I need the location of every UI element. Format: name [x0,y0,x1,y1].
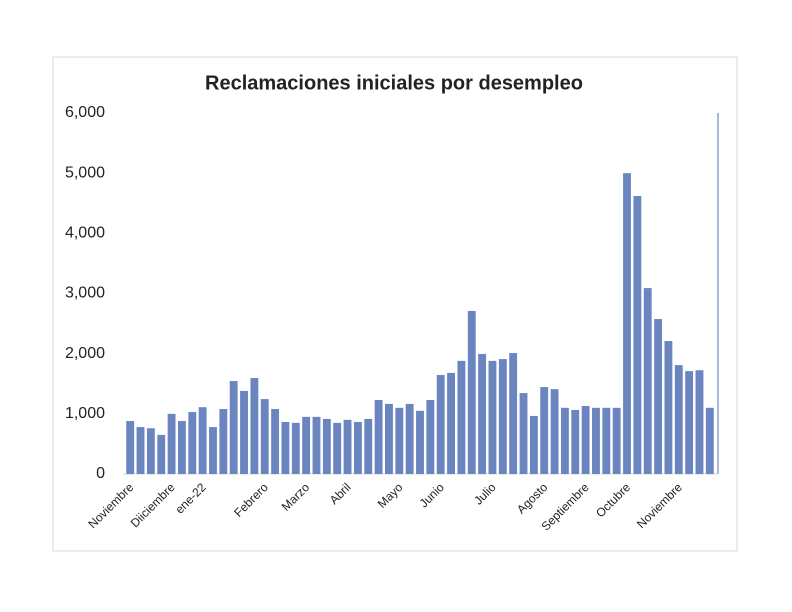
bar [447,372,455,474]
bar [519,393,528,474]
bar [364,418,373,474]
bar [343,419,352,474]
bar [157,434,166,474]
bar [612,407,621,474]
y-tick-label: 4,000 [65,225,105,242]
bar [705,407,714,474]
bar [177,421,186,474]
bar [229,381,238,474]
bar [209,427,217,474]
bar [312,416,321,474]
bar [467,310,476,474]
bar [540,387,549,474]
bar [674,365,683,474]
bar [457,360,466,474]
bar [571,409,580,474]
bar [240,390,248,474]
bar [405,403,414,474]
bar [488,360,497,474]
bar [219,409,228,474]
bar [478,353,487,474]
bar [353,421,362,474]
bar [602,407,611,474]
bar [395,407,404,474]
bar [146,428,155,474]
bar [436,375,445,474]
chart-title: Reclamaciones iniciales por desempleo [205,72,583,94]
bar [664,341,673,474]
bar [260,399,269,474]
bar [333,422,342,474]
bar [643,288,652,474]
bar [695,370,704,474]
bar [623,173,631,474]
bar [560,407,569,474]
bar [302,416,311,474]
bar [385,403,393,474]
y-tick-label: 1,000 [65,405,105,422]
bar [426,399,435,474]
bar [685,371,694,474]
bar [581,406,590,474]
bar [322,418,331,474]
y-tick-label: 3,000 [65,285,105,302]
y-tick-label: 0 [96,465,105,482]
bar [374,399,383,474]
bar [167,413,176,474]
bar [550,389,559,474]
bar [281,421,290,474]
bar [416,410,424,474]
bar [509,353,518,474]
bar [188,412,197,474]
y-tick-label: 5,000 [65,164,105,181]
bar [136,427,145,474]
bar [126,421,135,474]
bar [633,196,642,474]
bar [654,319,663,474]
y-tick-label: 2,000 [65,345,105,362]
bar [250,378,259,474]
bar [529,415,538,474]
bar [271,409,280,474]
bar [498,359,507,474]
chart-border [52,56,738,552]
y-tick-label: 6,000 [65,104,105,121]
bar [198,407,207,474]
bar [592,407,600,474]
bar [291,422,300,474]
